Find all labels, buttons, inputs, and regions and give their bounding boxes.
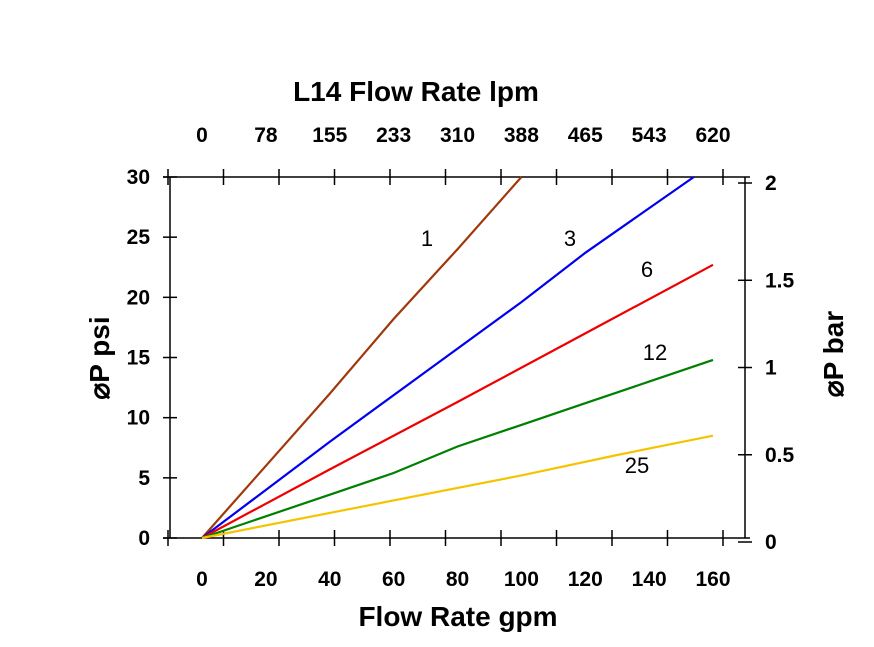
x-tick-label: 80: [446, 568, 469, 591]
series-label-3: 3: [564, 226, 576, 251]
x-top-tick-label: 310: [440, 124, 475, 147]
series-line-6: [201, 263, 714, 539]
x-top-tick-label: 155: [312, 124, 347, 147]
x-top-tick-label: 543: [632, 124, 667, 147]
y-tick-label: 20: [127, 286, 150, 309]
x-top-tick-label: 620: [695, 124, 730, 147]
y-tick-label: 30: [127, 166, 150, 189]
x-tick-label: 160: [695, 568, 730, 591]
y-tick-label: 5: [138, 467, 150, 490]
x-axis-label: Flow Rate gpm: [358, 601, 557, 632]
series-label-25: 25: [625, 453, 649, 478]
y2-tick-label: 0: [765, 531, 777, 554]
series-lines: [201, 176, 714, 540]
y2-axis-label: ⌀P bar: [818, 311, 849, 397]
x-top-tick-label: 233: [376, 124, 411, 147]
x-top-tick-label: 0: [196, 124, 208, 147]
x-top-tick-label: 388: [504, 124, 539, 147]
x-tick-label: 120: [568, 568, 603, 591]
series-line-1: [201, 176, 523, 539]
x-tick-label: 140: [632, 568, 667, 591]
y2-tick-label: 2: [765, 172, 777, 195]
x-top-tick-label: 465: [568, 124, 603, 147]
y2-tick-label: 0.5: [765, 444, 795, 467]
y2-tick-label: 1: [765, 357, 777, 380]
series-label-12: 12: [643, 340, 667, 365]
x-tick-label: 20: [254, 568, 277, 591]
x-tick-label: 60: [382, 568, 405, 591]
x-tick-label: 40: [318, 568, 341, 591]
series-line-3: [201, 176, 695, 539]
x-top-tick-label: 78: [254, 124, 278, 147]
x-tick-label: 0: [196, 568, 208, 591]
chart-title: L14 Flow Rate lpm: [293, 76, 539, 107]
y-axis-label: ⌀P psi: [84, 316, 115, 399]
y-tick-label: 15: [127, 347, 151, 370]
series-line-25: [201, 434, 714, 540]
series-label-1: 1: [421, 226, 433, 251]
series-line-12: [201, 358, 714, 540]
x-tick-label: 100: [504, 568, 539, 591]
y-tick-label: 10: [127, 407, 150, 430]
y-tick-label: 25: [127, 226, 151, 249]
series-labels: 1 3 6 12 25: [421, 226, 667, 478]
y2-tick-label: 1.5: [765, 269, 795, 292]
y-tick-label: 0: [138, 527, 150, 550]
series-label-6: 6: [641, 257, 653, 282]
